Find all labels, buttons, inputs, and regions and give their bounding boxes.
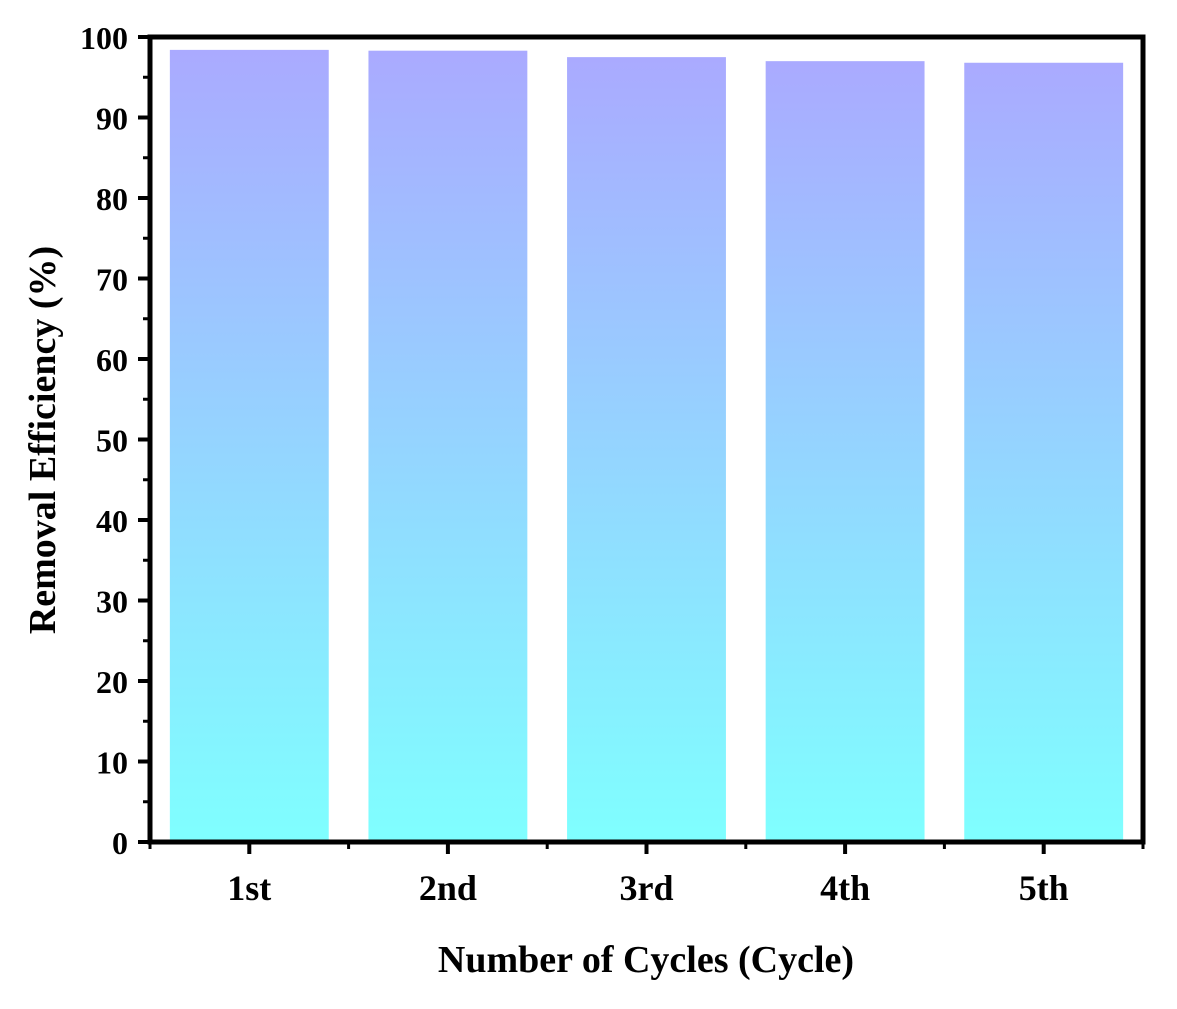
- bar-3rd: [567, 57, 726, 843]
- y-tick-label-40: 40: [96, 503, 128, 539]
- tick-labels-group: 1st 2nd 3rd 4th 5th 0 10 20 30 40 50 60 70 80 90 100: [80, 20, 1069, 908]
- x-tick-label-4th: 4th: [820, 868, 870, 908]
- x-tick-label-2nd: 2nd: [419, 868, 477, 908]
- bar-5th: [964, 62, 1124, 842]
- y-tick-label-20: 20: [96, 664, 128, 700]
- y-axis-title: Removal Efficiency (%): [22, 246, 64, 634]
- y-tick-label-70: 70: [96, 262, 128, 298]
- plot-frame: [147, 34, 1146, 845]
- bars-group: [169, 49, 1124, 843]
- x-tick-label-3rd: 3rd: [620, 868, 674, 908]
- y-tick-label-50: 50: [96, 423, 128, 459]
- bar-1st: [169, 49, 329, 842]
- y-tick-label-90: 90: [96, 101, 128, 137]
- bar-4th: [765, 61, 925, 842]
- y-tick-label-80: 80: [96, 181, 128, 217]
- y-tick-label-60: 60: [96, 342, 128, 378]
- bar-2nd: [368, 50, 528, 842]
- x-axis-title: Number of Cycles (Cycle): [438, 939, 854, 981]
- y-tick-label-30: 30: [96, 584, 128, 620]
- y-tick-label-10: 10: [96, 745, 128, 781]
- y-tick-label-100: 100: [80, 20, 128, 56]
- y-tick-label-0: 0: [112, 825, 128, 861]
- x-tick-label-1st: 1st: [227, 868, 271, 908]
- x-tick-label-5th: 5th: [1019, 868, 1069, 908]
